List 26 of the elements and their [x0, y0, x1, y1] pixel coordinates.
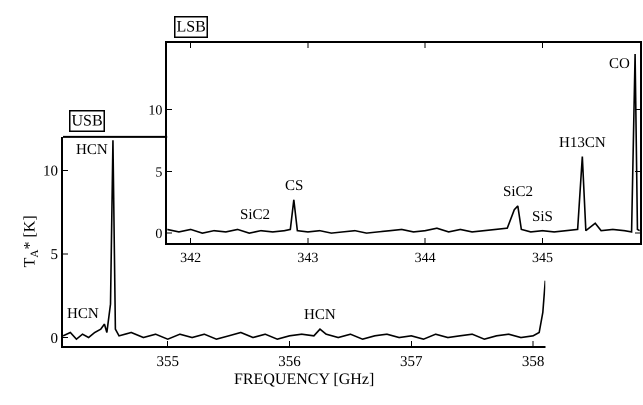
y-tick-label: 0	[155, 227, 162, 242]
annotation: HCN	[67, 306, 99, 322]
x-axis-title: FREQUENCY [GHz]	[234, 371, 374, 388]
x-tick-label: 356	[278, 354, 302, 370]
annotation: CO	[609, 56, 630, 72]
x-tick-label: 342	[180, 250, 202, 266]
annotation: SiS	[532, 209, 553, 225]
annotation: HCN	[76, 142, 108, 158]
x-tick-label: 355	[156, 354, 179, 370]
y-tick-label: 10	[43, 164, 58, 180]
y-tick-label: 10	[148, 104, 162, 119]
y-tick-label: 5	[155, 165, 162, 180]
x-tick-label: 345	[532, 250, 553, 266]
x-tick-label: 357	[400, 354, 424, 370]
chart-title: LSB	[176, 18, 206, 36]
annotation: H13CN	[559, 135, 606, 151]
annotation: CS	[285, 178, 304, 194]
x-tick-label: 343	[297, 250, 318, 266]
chart-title: USB	[72, 112, 103, 130]
annotation: SiC2	[240, 207, 270, 223]
x-tick-label: 344	[414, 250, 436, 266]
y-tick-label: 5	[50, 247, 58, 264]
annotation: SiC2	[503, 184, 534, 200]
x-tick-label: 358	[522, 354, 544, 370]
annotation: HCN	[304, 307, 336, 323]
y-tick-label: 0	[50, 330, 58, 347]
